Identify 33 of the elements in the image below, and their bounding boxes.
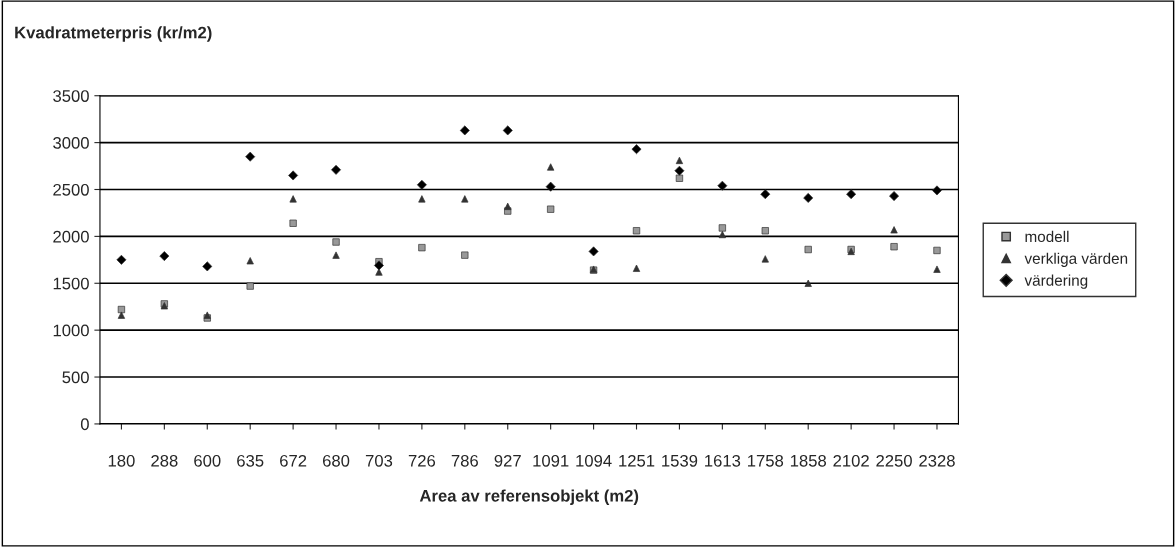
y-tick-label: 3000 bbox=[53, 137, 89, 149]
y-tick-label: 1000 bbox=[53, 324, 89, 337]
x-tick-label: 1858 bbox=[790, 454, 827, 467]
x-tick-label: 1091 bbox=[533, 454, 569, 467]
x-tick-label: 600 bbox=[194, 454, 221, 467]
y-axis-title: Kvadratmeterpris (kr/m2) bbox=[15, 26, 212, 42]
x-tick-label: 1094 bbox=[576, 454, 612, 467]
x-tick-label: 786 bbox=[451, 454, 478, 467]
y-tick-label: 500 bbox=[62, 371, 89, 384]
legend-label: värdering bbox=[1024, 274, 1088, 289]
x-axis-title: Area av referensobjekt (m2) bbox=[419, 489, 639, 505]
x-tick-label: 1613 bbox=[705, 454, 741, 467]
x-tick-label: 1758 bbox=[748, 454, 784, 467]
x-tick-label: 1539 bbox=[662, 454, 698, 467]
legend-label: modell bbox=[1025, 230, 1069, 243]
x-tick-label: 2102 bbox=[833, 454, 869, 467]
y-tick-label: 2500 bbox=[53, 183, 89, 196]
x-tick-label: 726 bbox=[408, 454, 436, 467]
x-tick-label: 680 bbox=[322, 454, 350, 467]
x-tick-label: 2250 bbox=[876, 454, 912, 467]
x-tick-label: 180 bbox=[108, 454, 135, 467]
y-tick-label: 1500 bbox=[53, 277, 89, 290]
x-tick-label: 1251 bbox=[619, 454, 655, 467]
y-tick-label: 2000 bbox=[53, 230, 89, 243]
x-tick-label: 927 bbox=[494, 454, 521, 467]
x-tick-label: 635 bbox=[237, 454, 264, 467]
y-tick-label: 3500 bbox=[53, 90, 89, 102]
x-tick-label: 703 bbox=[365, 454, 393, 467]
x-tick-label: 2328 bbox=[919, 454, 955, 467]
y-tick-label: 0 bbox=[80, 418, 89, 431]
legend-label: verkliga värden bbox=[1024, 252, 1128, 267]
x-tick-label: 288 bbox=[151, 454, 178, 467]
x-tick-label: 672 bbox=[280, 454, 307, 467]
